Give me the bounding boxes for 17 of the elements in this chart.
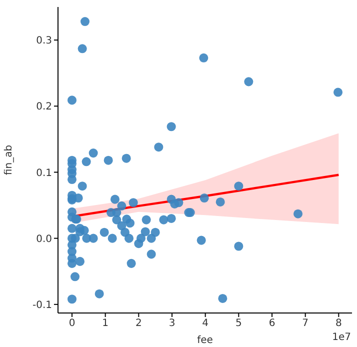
x-tick-label: 3	[168, 318, 176, 330]
x-tick-label: 5	[235, 318, 242, 330]
x-tick-label: 8	[335, 318, 342, 330]
x-tick-label: 4	[202, 318, 209, 330]
x-tick-label: 2	[135, 318, 142, 330]
y-tick-label: 0.2	[36, 102, 52, 113]
x-axis-title: fee	[197, 335, 213, 346]
x-tick-label: 7	[302, 318, 309, 330]
y-axis-title: fin_ab	[4, 144, 15, 176]
x-tick-label: 1	[102, 318, 109, 330]
text: 1e7	[332, 332, 351, 343]
x-tick-label: 6	[268, 318, 276, 330]
x-tick-label: 0	[68, 318, 76, 330]
y-tick-label: 0.0	[36, 234, 52, 245]
y-tick-label: 0.3	[36, 36, 52, 47]
y-tick-label: -0.1	[32, 300, 52, 311]
y-tick-label: 0.1	[36, 168, 52, 179]
